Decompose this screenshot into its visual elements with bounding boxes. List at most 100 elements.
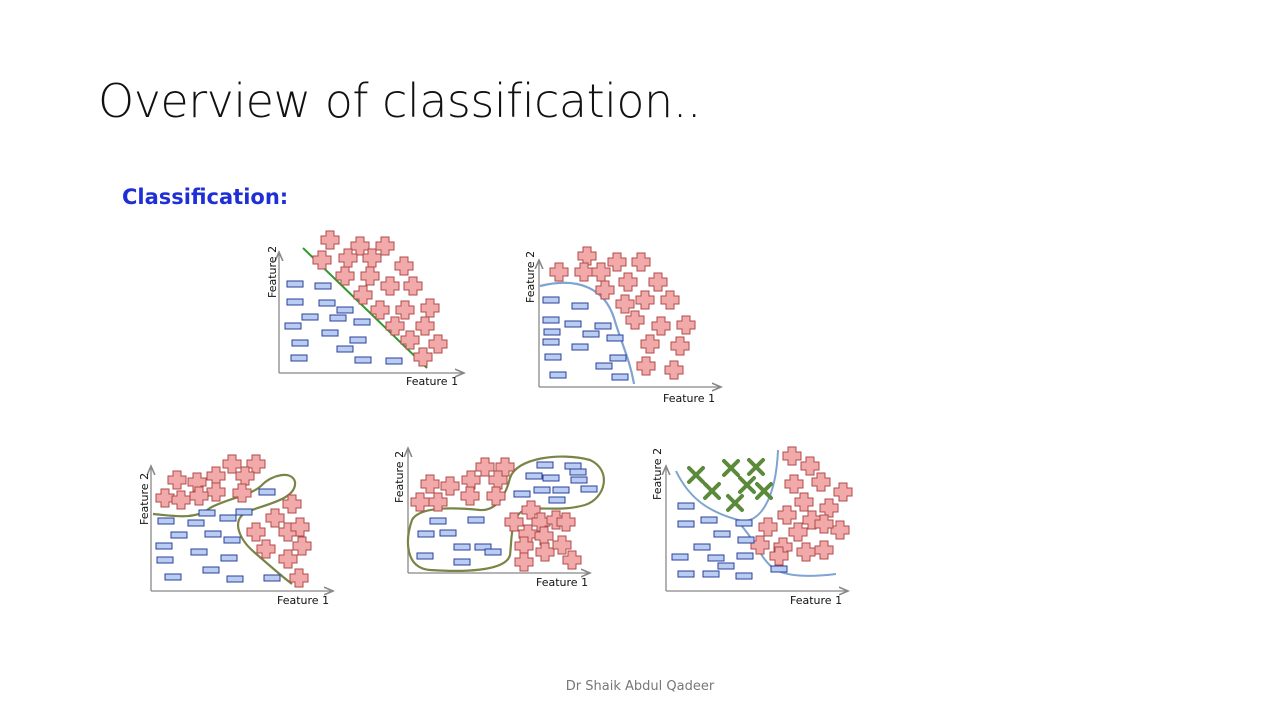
minus-marker	[693, 543, 711, 551]
panel-unknown: Feature 1 Feature 2	[651, 446, 853, 607]
plus-marker	[428, 492, 448, 512]
minus-marker	[542, 474, 560, 482]
minus-marker	[700, 516, 718, 524]
plus-marker	[350, 236, 370, 256]
plus-marker	[320, 230, 340, 250]
minus-marker	[453, 543, 471, 551]
minus-marker	[552, 486, 570, 494]
panel-linear: Feature 1 Feature 2	[266, 230, 464, 388]
x-axis-label: Feature 1	[663, 392, 715, 405]
minus-marker	[735, 519, 753, 527]
minus-marker	[336, 306, 354, 314]
panel-complex: Feature 1 Feature 2	[138, 454, 333, 607]
x-marker	[755, 482, 773, 500]
minus-marker	[301, 313, 319, 321]
minus-marker	[533, 486, 551, 494]
plus-marker	[395, 300, 415, 320]
minus-marker	[223, 536, 241, 544]
minus-marker	[204, 530, 222, 538]
minus-marker	[286, 280, 304, 288]
plus-marker	[335, 266, 355, 286]
minus-marker	[291, 339, 309, 347]
plus-marker	[782, 446, 802, 466]
plus-marker	[256, 539, 276, 559]
plus-marker	[167, 470, 187, 490]
minus-marker	[606, 334, 624, 342]
minus-marker	[707, 554, 725, 562]
minus-marker	[321, 329, 339, 337]
y-axis-label: Feature 2	[393, 451, 406, 503]
x-marker	[722, 459, 740, 477]
section-label: Classification:	[122, 185, 289, 209]
minus-marker	[202, 566, 220, 574]
y-axis-label: Feature 2	[138, 473, 151, 525]
minus-marker	[677, 520, 695, 528]
minus-marker	[702, 570, 720, 578]
minus-marker	[170, 531, 188, 539]
plus-marker	[574, 262, 594, 282]
plus-marker	[769, 546, 789, 566]
plus-marker	[394, 256, 414, 276]
minus-marker	[353, 318, 371, 326]
minus-marker	[198, 509, 216, 517]
minus-marker	[543, 328, 561, 336]
minus-marker	[385, 357, 403, 365]
minus-marker	[349, 336, 367, 344]
plus-marker	[420, 474, 440, 494]
plus-marker	[353, 285, 373, 305]
plus-marker	[802, 510, 822, 530]
minus-marker	[609, 354, 627, 362]
minus-marker	[336, 345, 354, 353]
minus-marker	[542, 338, 560, 346]
minus-marker	[284, 322, 302, 330]
minus-marker	[417, 530, 435, 538]
plus-marker	[800, 456, 820, 476]
plus-marker	[833, 482, 853, 502]
x-marker	[703, 482, 721, 500]
plus-marker	[171, 490, 191, 510]
x-marker	[726, 494, 744, 512]
plus-marker	[189, 486, 209, 506]
plus-marker	[648, 272, 668, 292]
minus-marker	[770, 565, 788, 573]
plus-marker	[362, 248, 382, 268]
plus-marker	[290, 517, 310, 537]
plus-marker	[235, 466, 255, 486]
plus-marker	[461, 470, 481, 490]
plus-marker	[246, 454, 266, 474]
plus-marker	[495, 457, 515, 477]
y-axis-label: Feature 2	[524, 251, 537, 303]
minus-marker	[544, 353, 562, 361]
plus-marker	[460, 486, 480, 506]
minus-marker	[513, 490, 531, 498]
plus-marker	[607, 252, 627, 272]
plus-marker	[562, 550, 582, 570]
minus-marker	[467, 516, 485, 524]
minus-marker	[219, 514, 237, 522]
minus-marker	[164, 573, 182, 581]
plus-marker	[556, 512, 576, 532]
y-axis-label: Feature 2	[651, 448, 664, 500]
minus-marker	[453, 558, 471, 566]
wiggly-boundary	[152, 473, 297, 585]
plus-marker	[232, 483, 252, 503]
plus-marker	[420, 298, 440, 318]
plus-marker	[370, 300, 390, 320]
plus-marker	[549, 262, 569, 282]
plus-marker	[546, 510, 566, 530]
minus-marker	[354, 356, 372, 364]
minus-marker	[737, 536, 755, 544]
plus-marker	[784, 474, 804, 494]
minus-marker	[235, 508, 253, 516]
plus-marker	[819, 498, 839, 518]
plus-marker	[651, 316, 671, 336]
plus-marker	[504, 512, 524, 532]
minus-marker	[439, 529, 457, 537]
minus-marker	[735, 572, 753, 580]
plus-marker	[635, 290, 655, 310]
minus-marker	[484, 548, 502, 556]
plus-marker	[814, 540, 834, 560]
plus-marker	[282, 494, 302, 514]
curved-boundary	[539, 281, 636, 385]
